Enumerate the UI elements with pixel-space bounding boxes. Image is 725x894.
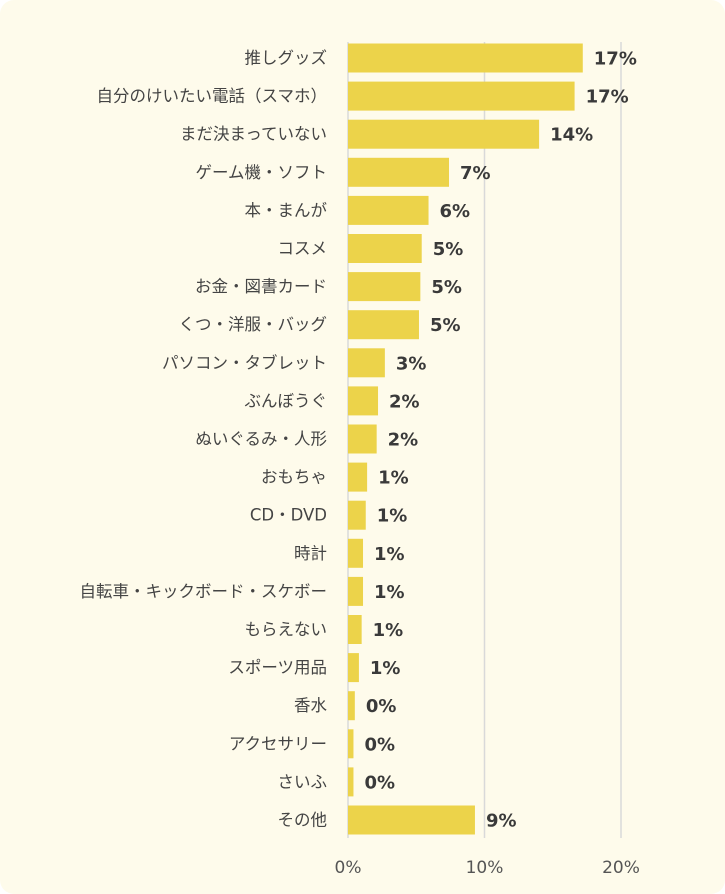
bar <box>348 615 362 644</box>
bar <box>348 576 364 606</box>
value-label: 0% <box>366 696 397 717</box>
x-tick-label: 0% <box>335 858 362 878</box>
category-label: くつ・洋服・バッグ <box>179 315 328 334</box>
category-label: ゲーム機・ソフト <box>195 163 327 182</box>
value-label: 6% <box>440 201 471 222</box>
category-label: 時計 <box>294 544 327 563</box>
category-label: その他 <box>278 811 328 830</box>
category-label: CD・DVD <box>250 506 327 525</box>
bar <box>348 119 540 149</box>
bar <box>348 462 368 492</box>
category-label: まだ決まっていない <box>180 125 327 144</box>
bar <box>348 500 366 530</box>
value-label: 2% <box>388 430 419 451</box>
x-tick-label: 20% <box>602 858 640 878</box>
bar <box>348 272 421 302</box>
value-label: 2% <box>389 391 420 412</box>
value-label: 1% <box>374 582 405 603</box>
value-label: 5% <box>430 315 461 336</box>
value-label: 1% <box>378 468 409 489</box>
category-label: もらえない <box>245 620 328 639</box>
value-label: 7% <box>460 163 491 184</box>
bar <box>348 43 583 73</box>
value-label: 17% <box>594 49 637 70</box>
bar <box>348 653 359 683</box>
value-label: 14% <box>550 125 593 146</box>
value-label: 5% <box>433 239 464 260</box>
value-label: 3% <box>396 353 427 374</box>
category-label: お金・図書カード <box>195 277 327 296</box>
category-label: おもちゃ <box>261 468 327 487</box>
value-label: 1% <box>377 506 408 527</box>
value-label: 1% <box>370 658 401 679</box>
bar <box>348 424 377 454</box>
value-label: 1% <box>373 620 404 641</box>
value-label: 17% <box>586 87 629 108</box>
bar <box>348 538 364 568</box>
category-label: ぬいぐるみ・人形 <box>195 430 327 449</box>
bar <box>348 348 385 378</box>
bar <box>348 805 475 835</box>
bar <box>348 386 379 416</box>
value-label: 5% <box>431 277 462 298</box>
bar <box>348 234 422 263</box>
category-label: コスメ <box>278 239 328 258</box>
bar <box>348 310 419 340</box>
value-label: 1% <box>374 544 405 565</box>
category-label: 香水 <box>294 696 328 715</box>
value-label: 0% <box>364 734 395 755</box>
category-label: スポーツ用品 <box>228 658 327 677</box>
category-label: ぶんぼうぐ <box>245 391 328 410</box>
bar <box>348 691 355 721</box>
bar <box>348 195 429 225</box>
bar <box>348 157 450 187</box>
bar <box>348 81 575 111</box>
category-label: 推しグッズ <box>245 49 328 68</box>
category-label: アクセサリー <box>229 734 327 753</box>
category-label: さいふ <box>278 772 328 791</box>
bar <box>348 767 354 797</box>
value-label: 9% <box>486 811 517 832</box>
category-label: パソコン・タブレット <box>162 352 327 372</box>
category-label: 自転車・キックボード・スケボー <box>80 582 328 601</box>
bar <box>348 729 354 759</box>
category-label: 自分のけいたい電話（スマホ） <box>96 87 327 106</box>
x-tick-label: 10% <box>466 858 504 878</box>
value-label: 0% <box>364 772 395 793</box>
category-label: 本・まんが <box>245 201 328 220</box>
